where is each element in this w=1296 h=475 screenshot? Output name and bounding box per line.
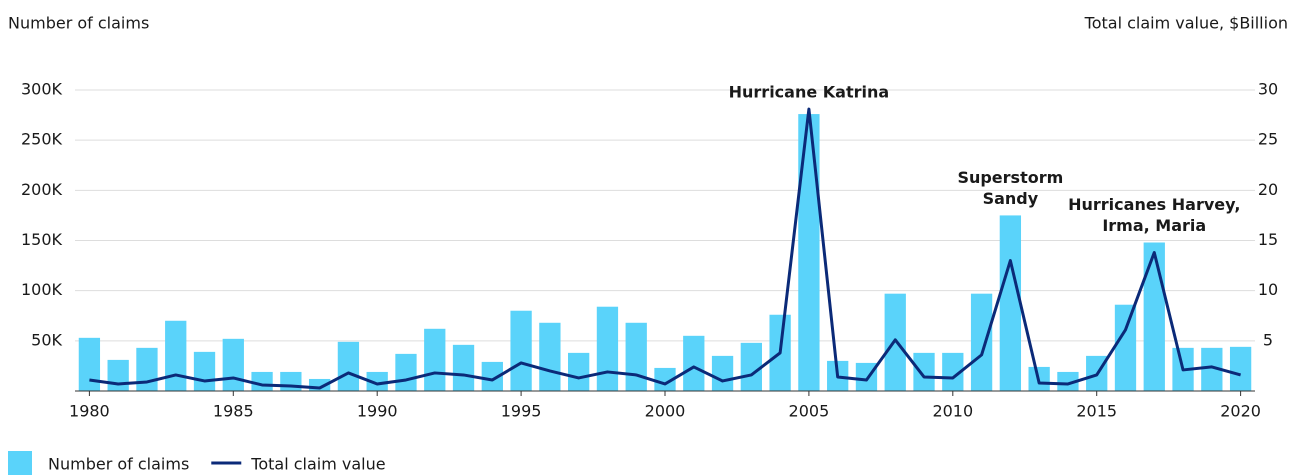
bar: [136, 347, 158, 391]
y-tick-label: 100K: [21, 280, 63, 299]
legend-label: Total claim value: [250, 455, 385, 474]
bar: [78, 337, 101, 391]
y2-tick-label: 15: [1258, 230, 1278, 249]
bar: [395, 353, 417, 391]
bar: [740, 342, 762, 391]
x-tick-label: 2000: [645, 402, 686, 421]
x-tick-label: 1985: [213, 402, 254, 421]
bar: [625, 322, 647, 391]
annotation: Irma, Maria: [1102, 216, 1206, 235]
legend-label: Number of claims: [48, 455, 189, 474]
bar: [481, 361, 503, 391]
bar: [424, 328, 446, 391]
y2-axis-title: Total claim value, $Billion: [1084, 14, 1288, 33]
x-tick-label: 1995: [501, 402, 542, 421]
y-axis-title: Number of claims: [8, 14, 149, 33]
x-tick-label: 2010: [932, 402, 973, 421]
bar: [1201, 347, 1223, 391]
bar: [280, 371, 302, 391]
annotation: Hurricanes Harvey,: [1068, 195, 1240, 214]
x-tick-label: 1990: [357, 402, 398, 421]
x-tick-label: 1980: [69, 402, 110, 421]
bar: [683, 335, 705, 391]
line: [89, 107, 1242, 390]
bar: [222, 338, 244, 391]
bar: [855, 362, 878, 391]
y-tick-label: 250K: [21, 130, 63, 149]
bar: [970, 293, 993, 391]
bar: [942, 352, 964, 391]
y2-tick-label: 5: [1263, 330, 1273, 349]
y-tick-label: 150K: [21, 230, 63, 249]
bar: [452, 344, 475, 391]
annotation: Hurricane Katrina: [729, 83, 890, 102]
y2-tick-label: 10: [1258, 280, 1278, 299]
y2-tick-label: 30: [1258, 80, 1278, 99]
bar: [539, 322, 561, 391]
bar: [510, 310, 532, 391]
bar: [1057, 371, 1079, 391]
bar: [596, 306, 619, 391]
y-tick-label: 300K: [21, 80, 63, 99]
bar: [366, 371, 388, 391]
x-tick-label: 2005: [789, 402, 830, 421]
y-tick-label: 200K: [21, 180, 63, 199]
y2-tick-label: 20: [1258, 180, 1278, 199]
bar: [107, 359, 129, 391]
bar: [711, 355, 734, 391]
bar: [1229, 346, 1252, 391]
bar: [251, 371, 273, 391]
bar: [337, 341, 360, 391]
x-tick-label: 2015: [1076, 402, 1117, 421]
annotation: Sandy: [983, 189, 1039, 208]
bar: [165, 320, 187, 391]
x-tick-label: 2020: [1220, 402, 1261, 421]
legend-swatch: [8, 451, 32, 475]
bar: [1143, 242, 1165, 391]
annotation: Superstorm: [957, 168, 1063, 187]
bar: [568, 352, 590, 391]
bar: [913, 352, 935, 391]
y2-tick-label: 25: [1258, 130, 1278, 149]
bar: [193, 351, 216, 391]
bar: [1114, 304, 1137, 391]
bar: [798, 114, 820, 391]
bar: [654, 367, 676, 391]
bar: [999, 215, 1022, 391]
y-tick-label: 50K: [31, 330, 62, 349]
